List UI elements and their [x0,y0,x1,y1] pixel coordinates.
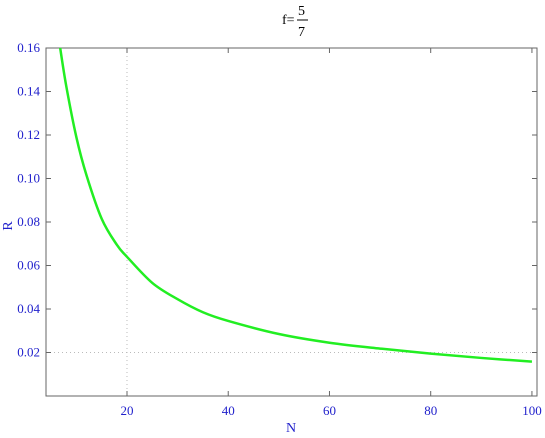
title-numerator: 5 [298,4,305,19]
y-tick-label: 0.16 [17,40,40,55]
title-denominator: 7 [298,25,305,40]
y-axis-ticks: 0.02 0.04 0.06 0.08 0.10 0.12 0.14 0.16 [17,40,537,360]
y-tick-label: 0.02 [17,345,40,360]
plot-frame [45,47,538,397]
x-tick-label: 60 [323,403,336,418]
x-tick-label: 40 [222,403,235,418]
x-axis-ticks: 20 40 60 80 100 [120,48,542,418]
x-tick-label: 20 [120,403,133,418]
x-axis-label: N [286,421,296,436]
y-tick-label: 0.04 [17,301,40,316]
y-tick-label: 0.06 [17,258,40,273]
y-tick-label: 0.12 [17,127,40,142]
series-line [58,47,533,363]
x-tick-label: 80 [424,403,437,418]
y-tick-label: 0.10 [17,171,40,186]
chart-title: f= 5 7 [282,4,308,40]
y-tick-label: 0.14 [17,84,40,99]
y-tick-label: 0.08 [17,214,40,229]
title-prefix: f= [282,13,295,28]
y-axis-label: R [1,221,16,231]
x-tick-label: 100 [522,403,542,418]
